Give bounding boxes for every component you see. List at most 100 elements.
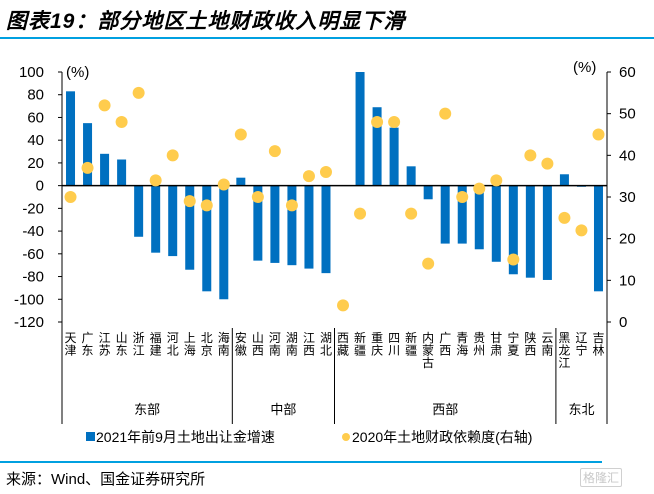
- dot-陕西: [524, 149, 537, 162]
- category-label-char: 江: [99, 331, 111, 345]
- dot-贵州: [473, 182, 486, 195]
- bar-新疆: [406, 166, 416, 186]
- category-label-char: 河: [167, 331, 179, 345]
- category-label-char: 南: [541, 343, 553, 358]
- bar-贵州: [474, 185, 484, 250]
- category-label-char: 西: [337, 331, 349, 345]
- left-tick-label: -60: [22, 246, 44, 263]
- category-label-char: 天: [65, 331, 77, 345]
- left-tick-label: 60: [27, 109, 44, 126]
- dot-新疆: [405, 207, 418, 220]
- bar-宁夏: [508, 185, 518, 275]
- dot-浙江: [132, 86, 145, 99]
- dot-series: [64, 86, 605, 312]
- dot-北京: [200, 199, 213, 212]
- category-label: 辽宁: [575, 331, 587, 358]
- category-label-char: 北: [167, 344, 179, 358]
- category-label-char: 山: [252, 331, 264, 345]
- category-label-char: 宁: [507, 330, 519, 345]
- left-tick-label: -80: [22, 269, 44, 286]
- category-label: 新疆: [354, 330, 366, 358]
- category-label: 吉林: [592, 331, 604, 358]
- category-label-char: 四: [388, 331, 400, 345]
- category-label-char: 建: [150, 344, 162, 358]
- category-label: 宁夏: [507, 330, 519, 358]
- bar-浙江: [134, 185, 144, 237]
- bar-江苏: [100, 153, 110, 186]
- dot-新疆兵团: [354, 207, 367, 220]
- right-y-axis: 60 50 40 30 20 10 0: [606, 64, 636, 331]
- category-label-char: 上: [184, 331, 196, 345]
- legend-dot-label: 2020年土地财政依赖度(右轴): [352, 429, 532, 445]
- category-label-char: 龙: [558, 344, 570, 358]
- category-label-char: 肃: [490, 344, 502, 358]
- category-label: 江西: [303, 331, 315, 358]
- dot-广东: [81, 161, 94, 174]
- category-label-char: 浙: [133, 331, 145, 345]
- left-tick-label: 80: [27, 87, 44, 104]
- group-label: 中部: [270, 403, 296, 418]
- category-label-char: 陕: [524, 330, 536, 345]
- left-tick-label: 40: [27, 132, 44, 149]
- dot-上海: [183, 195, 196, 208]
- figure-title-prefix: 图表: [6, 8, 50, 33]
- dot-湖南: [285, 199, 298, 212]
- category-label: 黑龙江: [558, 331, 570, 370]
- category-label-char: 江: [303, 331, 315, 345]
- right-tick-label: 60: [619, 64, 636, 81]
- category-label: 陕西: [524, 330, 536, 358]
- bar-甘肃: [491, 185, 501, 262]
- bar-山东: [117, 159, 127, 186]
- dot-黑龙江: [558, 211, 571, 224]
- bar-湖南: [287, 185, 297, 266]
- category-label: 天津: [65, 331, 77, 358]
- group-label: 西部: [432, 403, 458, 418]
- legend-dot-marker: [342, 433, 350, 441]
- category-label-char: 西: [252, 344, 264, 358]
- left-tick-label: 0: [36, 178, 44, 195]
- left-axis-unit-label: (%): [66, 64, 89, 81]
- category-label: 云南: [541, 331, 553, 358]
- bar-安徽: [236, 177, 246, 186]
- category-label: 湖南: [286, 330, 298, 358]
- bar-青海: [457, 185, 467, 244]
- watermark-logo: 格隆汇: [580, 468, 623, 487]
- dot-青海: [456, 191, 469, 203]
- category-label-char: 南: [286, 343, 298, 358]
- category-label: 内蒙古: [422, 331, 434, 370]
- legend: 2021年前9月土地出让金增速 2020年土地财政依赖度(右轴): [86, 429, 532, 445]
- right-axis-unit-label: (%): [573, 59, 596, 76]
- source-divider: [0, 461, 602, 463]
- right-tick-label: 20: [619, 231, 636, 248]
- category-label: 新疆: [405, 330, 417, 358]
- category-label-char: 广: [82, 331, 94, 345]
- left-tick-label: -100: [14, 291, 44, 308]
- bar-上海: [185, 185, 195, 270]
- left-tick-label: 20: [27, 155, 44, 172]
- category-label-char: 西: [439, 344, 451, 358]
- dot-西藏: [337, 299, 350, 312]
- bar-黑龙江: [559, 174, 569, 186]
- bar-云南: [542, 185, 552, 280]
- category-label-char: 海: [184, 343, 196, 358]
- bar-江西: [304, 185, 314, 269]
- right-tick-label: 50: [619, 106, 636, 123]
- bar-湖北: [321, 185, 331, 274]
- category-label-char: 东: [116, 344, 128, 358]
- category-label-char: 西: [524, 344, 536, 358]
- category-label: 浙江: [133, 331, 145, 358]
- category-label-char: 南: [218, 343, 230, 358]
- category-label-char: 庆: [371, 344, 383, 358]
- bar-吉林: [593, 185, 603, 292]
- dot-四川: [388, 116, 401, 128]
- source-note: 来源：Wind、国金证券研究所: [6, 471, 206, 488]
- category-label-char: 北: [320, 344, 332, 358]
- category-label: 上海: [184, 331, 196, 358]
- bar-内蒙古: [423, 185, 433, 200]
- category-label-char: 新: [405, 330, 417, 345]
- category-label-char: 甘: [490, 331, 502, 345]
- category-label-char: 江: [558, 356, 570, 370]
- category-label-char: 苏: [99, 344, 111, 358]
- category-label-char: 东: [82, 344, 94, 358]
- category-label-char: 京: [201, 344, 213, 358]
